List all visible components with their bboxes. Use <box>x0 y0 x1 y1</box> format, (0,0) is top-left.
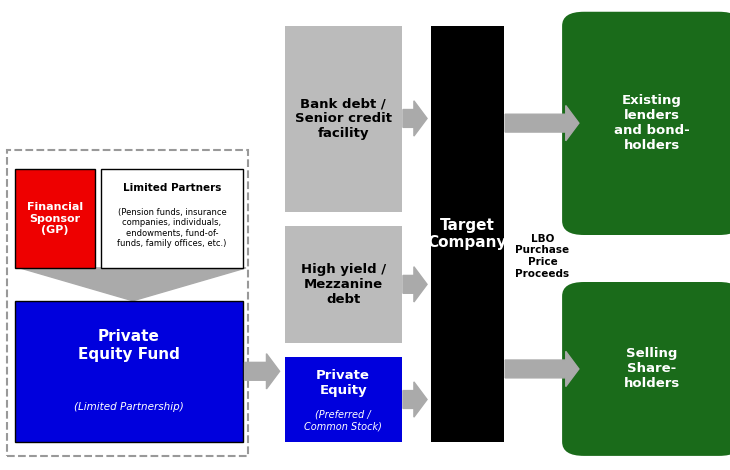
Text: LBO
Purchase
Price
Proceeds: LBO Purchase Price Proceeds <box>515 234 569 279</box>
Text: Selling
Share-
holders: Selling Share- holders <box>623 347 680 391</box>
Polygon shape <box>245 353 280 389</box>
Text: Financial
Sponsor
(GP): Financial Sponsor (GP) <box>27 202 82 235</box>
Text: Limited Partners: Limited Partners <box>123 183 221 193</box>
Polygon shape <box>403 101 427 136</box>
Polygon shape <box>20 268 246 301</box>
Polygon shape <box>505 352 579 386</box>
FancyBboxPatch shape <box>562 12 730 235</box>
Text: Target
Company: Target Company <box>428 218 507 250</box>
FancyBboxPatch shape <box>431 26 504 442</box>
Text: Private
Equity Fund: Private Equity Fund <box>78 329 180 361</box>
FancyBboxPatch shape <box>15 301 243 442</box>
Text: High yield /
Mezzanine
debt: High yield / Mezzanine debt <box>301 263 385 306</box>
Polygon shape <box>403 267 427 302</box>
Polygon shape <box>505 106 579 141</box>
Text: (Pension funds, insurance
companies, individuals,
endowments, fund-of-
funds, fa: (Pension funds, insurance companies, ind… <box>118 208 226 248</box>
FancyBboxPatch shape <box>562 282 730 456</box>
Text: Bank debt /
Senior credit
facility: Bank debt / Senior credit facility <box>295 97 391 140</box>
Text: Existing
lenders
and bond-
holders: Existing lenders and bond- holders <box>614 94 689 152</box>
FancyBboxPatch shape <box>285 357 402 442</box>
Text: (Preferred /
Common Stock): (Preferred / Common Stock) <box>304 410 382 431</box>
Text: (Limited Partnership): (Limited Partnership) <box>74 401 184 412</box>
Text: Private
Equity: Private Equity <box>316 369 370 397</box>
FancyBboxPatch shape <box>285 226 402 343</box>
FancyBboxPatch shape <box>15 169 95 268</box>
FancyBboxPatch shape <box>285 26 402 212</box>
FancyBboxPatch shape <box>101 169 243 268</box>
Polygon shape <box>403 382 427 417</box>
